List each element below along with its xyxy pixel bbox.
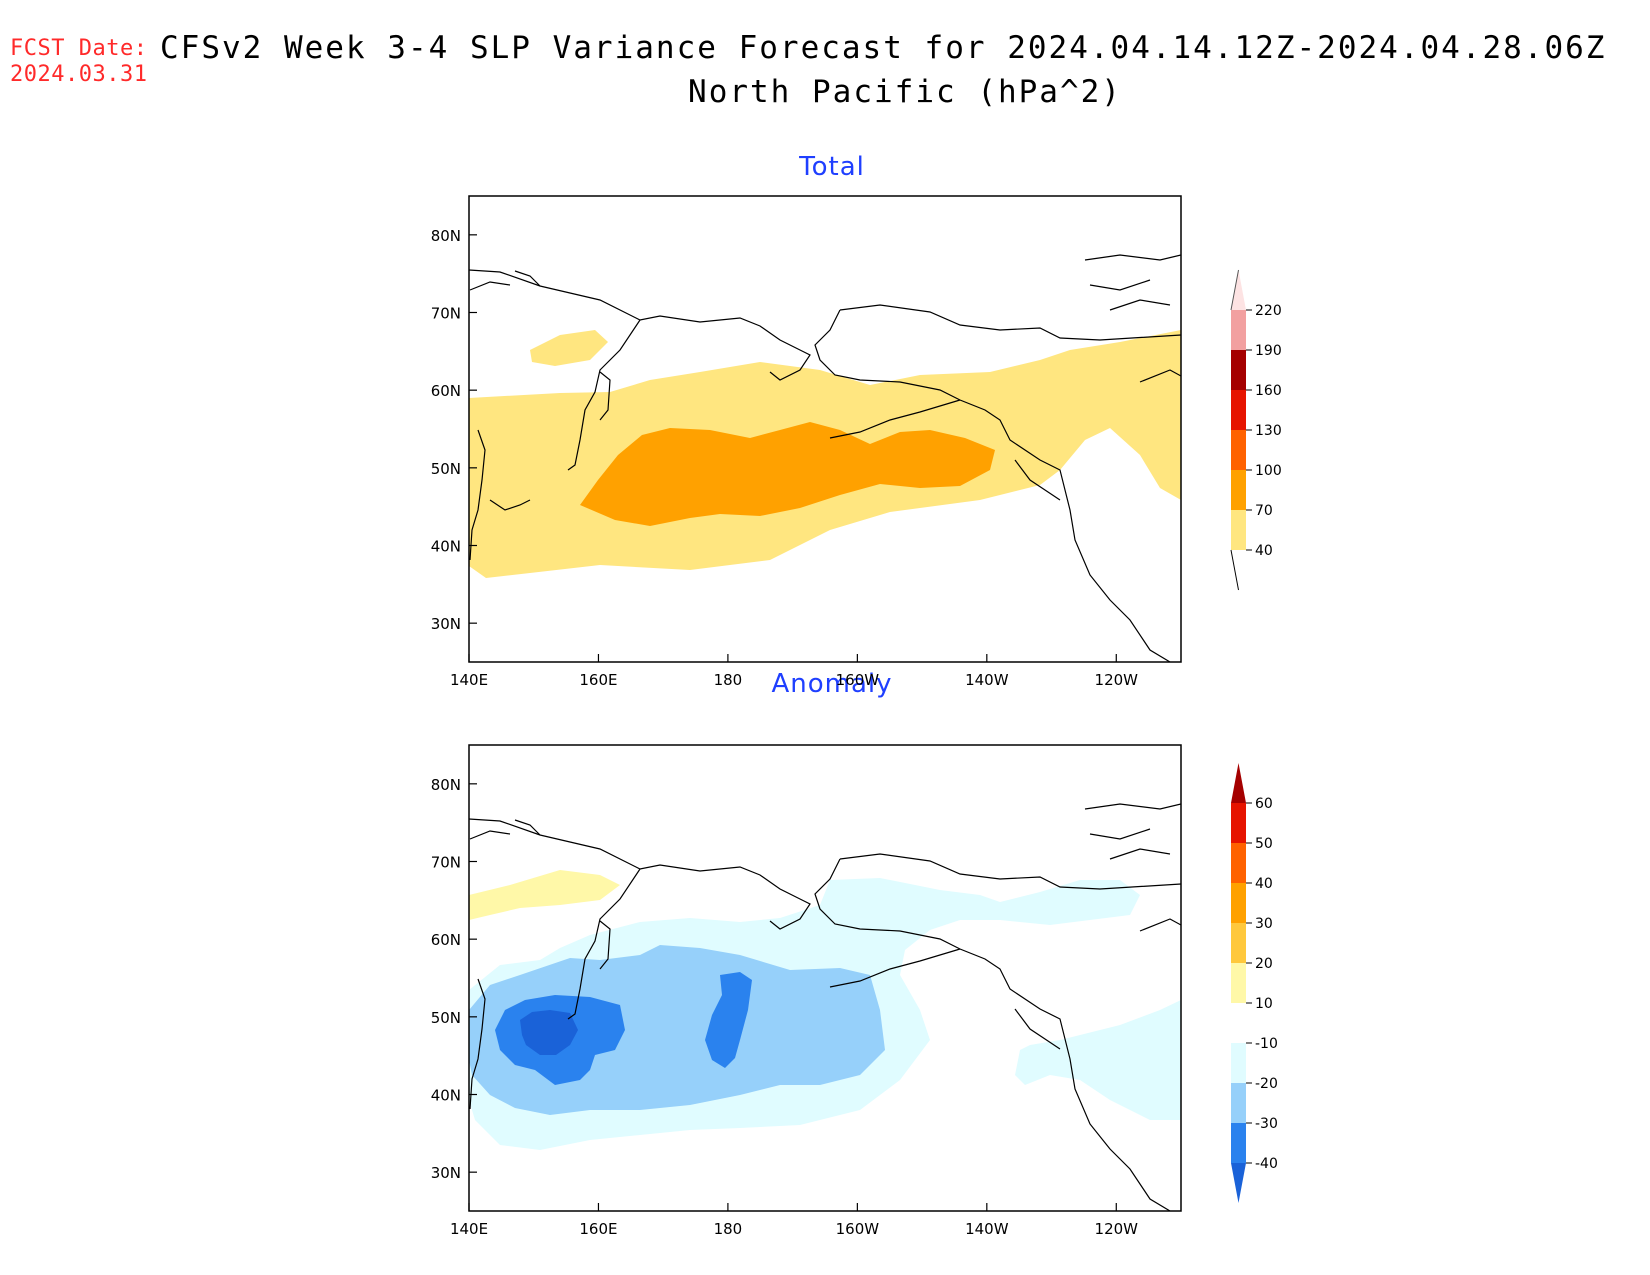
colorbar-label: -10: [1255, 1036, 1278, 1052]
lat-tick-label: 60N: [431, 382, 461, 400]
colorbar-swatch: [1231, 883, 1246, 923]
lon-tick-label: 180: [714, 1220, 743, 1238]
colorbar-label: 30: [1255, 916, 1273, 932]
lat-tick-label: 80N: [431, 227, 461, 245]
lat-tick-label: 50N: [431, 460, 461, 478]
lat-tick-label: 30N: [431, 1164, 461, 1182]
colorbar-swatch: [1231, 923, 1246, 963]
colorbar-label: 40: [1255, 543, 1273, 559]
panel-title-total: Total: [799, 152, 865, 182]
lon-tick-label: 140W: [965, 1220, 1009, 1238]
fcst-date-label: FCST Date:: [10, 36, 148, 61]
colorbar-label: -40: [1255, 1156, 1278, 1172]
colorbar-swatch: [1231, 390, 1246, 430]
colorbar-swatch: [1231, 510, 1246, 550]
page-title: CFSv2 Week 3-4 SLP Variance Forecast for…: [160, 30, 1607, 66]
colorbar-swatch: [1231, 470, 1246, 510]
colorbar-label: 40: [1255, 876, 1273, 892]
axes-anomaly: 80N 70N 60N 50N 40N 30N 140E 160E 180 160W 140W 120…: [431, 776, 1138, 1238]
map-panel-total: 80N 70N 60N 50N 40N 30N 140E 160E 180 160W 140W 120…: [431, 195, 1282, 689]
colorbar-label: 160: [1255, 383, 1282, 399]
page-subtitle: North Pacific (hPa^2): [688, 74, 1122, 110]
contour-anomaly-neg30-neg40-dateline: [705, 972, 752, 1068]
colorbar-label: 100: [1255, 463, 1282, 479]
colorbar-high-triangle: [1231, 270, 1246, 310]
colorbar-swatch: [1231, 963, 1246, 1003]
colorbar-swatch: [1231, 430, 1246, 470]
lon-tick-label: 120W: [1095, 1220, 1139, 1238]
colorbar-label: 70: [1255, 503, 1273, 519]
lat-tick-label: 70N: [431, 305, 461, 323]
colorbar-label: 10: [1255, 996, 1273, 1012]
coastlines-anomaly: [469, 803, 1181, 1211]
colorbar-label: 50: [1255, 836, 1273, 852]
lon-tick-label: 160W: [836, 1220, 880, 1238]
colorbar-label: 190: [1255, 343, 1282, 359]
contour-anomaly-10-20: [469, 870, 620, 920]
colorbar-swatch: [1231, 1083, 1246, 1123]
colorbar-label: 20: [1255, 956, 1273, 972]
colorbar-swatch: [1231, 803, 1246, 843]
lon-tick-label: 180: [714, 671, 743, 689]
lat-tick-label: 50N: [431, 1009, 461, 1027]
colorbar-anomaly: -40 -30 -20 -10 10 20 30 40 50 60: [1231, 763, 1278, 1203]
lon-tick-label: 140E: [450, 671, 488, 689]
colorbar-label: 60: [1255, 796, 1273, 812]
lat-tick-label: 40N: [431, 538, 461, 556]
colorbar-high-edge: [1230, 269, 1239, 311]
coastlines-total: [469, 254, 1181, 662]
colorbar-swatch: [1231, 1043, 1246, 1083]
colorbar-swatch: [1231, 843, 1246, 883]
colorbar-total: 40 70 100 130 160 190 220: [1230, 269, 1282, 591]
colorbar-label: -30: [1255, 1116, 1278, 1132]
lat-tick-label: 40N: [431, 1087, 461, 1105]
fcst-date-value: 2024.03.31: [10, 62, 148, 87]
panel-title-anomaly: Anomaly: [771, 669, 893, 699]
colorbar-label: 220: [1255, 303, 1282, 319]
forecast-date: FCST Date: 2024.03.31: [10, 36, 147, 88]
contour-total-70-100: [580, 422, 995, 526]
colorbar-swatch: [1231, 1123, 1246, 1163]
colorbar-low-open: [1230, 549, 1239, 591]
axes-total: 80N 70N 60N 50N 40N 30N 140E 160E 180 160W 140W 120…: [431, 227, 1138, 689]
contour-anomaly-neg10-neg20-east: [1015, 1000, 1181, 1120]
lon-tick-label: 140E: [450, 1220, 488, 1238]
colorbar-low-triangle: [1231, 1163, 1246, 1203]
lon-tick-label: 140W: [965, 671, 1009, 689]
map-panel-anomaly: 80N 70N 60N 50N 40N 30N 140E 160E 180 160W 140W 120…: [431, 744, 1278, 1238]
lon-tick-label: 160W: [836, 671, 880, 689]
colorbar-swatch: [1231, 310, 1246, 350]
lat-tick-label: 60N: [431, 931, 461, 949]
lat-tick-label: 70N: [431, 854, 461, 872]
colorbar-swatch: [1231, 1003, 1246, 1043]
lon-tick-label: 160E: [579, 1220, 617, 1238]
lon-tick-label: 160E: [579, 671, 617, 689]
contour-anomaly-below-neg40: [520, 1010, 578, 1055]
contour-total-40-70-arctic: [530, 330, 608, 366]
colorbar-label: 130: [1255, 423, 1282, 439]
lat-tick-label: 30N: [431, 615, 461, 633]
colorbar-label: -20: [1255, 1076, 1278, 1092]
colorbar-swatch: [1231, 350, 1246, 390]
lon-tick-label: 120W: [1095, 671, 1139, 689]
lat-tick-label: 80N: [431, 776, 461, 794]
colorbar-high-triangle: [1231, 763, 1246, 803]
